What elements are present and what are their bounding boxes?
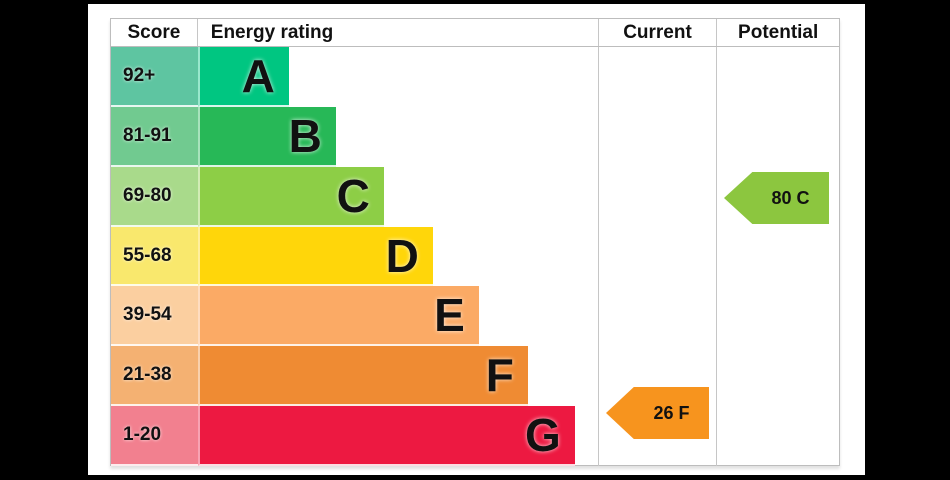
current-column-cell [597, 286, 717, 347]
score-range-label: 92+ [111, 47, 198, 107]
table-row-band-a: 92+ A [111, 47, 839, 107]
potential-column-cell [716, 286, 839, 347]
grade-letter: F [485, 349, 514, 402]
rating-bar-d: D [197, 226, 433, 287]
table-row-band-e: 39-54 E [111, 286, 839, 347]
score-range-label: 39-54 [111, 286, 198, 347]
current-column-cell [597, 226, 717, 287]
potential-column-cell [716, 346, 839, 407]
score-range-label: 21-38 [111, 346, 198, 407]
rating-bar-g: G [197, 406, 575, 467]
grade-letter: E [434, 289, 465, 342]
energy-rating-cell: B [197, 106, 598, 167]
current-column-cell [597, 346, 717, 407]
energy-rating-cell: F [197, 346, 598, 407]
table-row-band-b: 81-91 B [111, 106, 839, 167]
table-header-row: Score Energy rating Current Potential [111, 19, 839, 47]
energy-rating-cell: C [197, 166, 598, 227]
score-range-label: 81-91 [111, 106, 198, 167]
current-column-cell [597, 106, 717, 167]
energy-rating-cell: A [197, 47, 598, 107]
table-body: 92+ A 81-91 B 69-80 C 55-68 D 39-54 E 21-38 F 1-20 G … [111, 47, 839, 467]
score-range-label: 1-20 [111, 406, 198, 467]
rating-bar-a: A [197, 47, 289, 107]
energy-rating-cell: D [197, 226, 598, 287]
score-range-label: 69-80 [111, 166, 198, 227]
grade-letter: B [288, 109, 322, 162]
current-column-cell [597, 406, 717, 467]
energy-rating-cell: G [197, 406, 598, 467]
current-rating-label: 26 F [653, 402, 690, 423]
chart-background: Score Energy rating Current Potential 92… [88, 4, 865, 475]
current-column-cell [597, 47, 717, 107]
energy-rating-cell: E [197, 286, 598, 347]
grade-letter: D [385, 229, 419, 282]
epc-rating-table: Score Energy rating Current Potential 92… [110, 18, 840, 467]
grade-letter: C [336, 169, 370, 222]
table-row-band-g: 1-20 G [111, 406, 839, 467]
potential-column-cell [716, 47, 839, 107]
current-column-cell [597, 166, 717, 227]
potential-column-cell [716, 106, 839, 167]
potential-column-cell [716, 166, 839, 227]
potential-column-cell [716, 226, 839, 287]
column-header-score: Score [111, 19, 198, 46]
potential-column-cell [716, 406, 839, 467]
table-row-band-c: 69-80 C [111, 166, 839, 227]
potential-rating-label: 80 C [771, 187, 810, 208]
rating-bar-b: B [197, 106, 336, 167]
column-header-potential: Potential [716, 19, 839, 46]
table-row-band-d: 55-68 D [111, 226, 839, 287]
table-row-band-f: 21-38 F [111, 346, 839, 407]
grade-letter: G [525, 409, 561, 462]
column-header-current: Current [597, 19, 717, 46]
column-header-energy-rating: Energy rating [210, 21, 334, 43]
score-range-label: 55-68 [111, 226, 198, 287]
rating-bar-c: C [197, 166, 384, 227]
grade-letter: A [241, 49, 275, 102]
rating-bar-f: F [197, 346, 528, 407]
rating-bar-e: E [197, 286, 479, 347]
